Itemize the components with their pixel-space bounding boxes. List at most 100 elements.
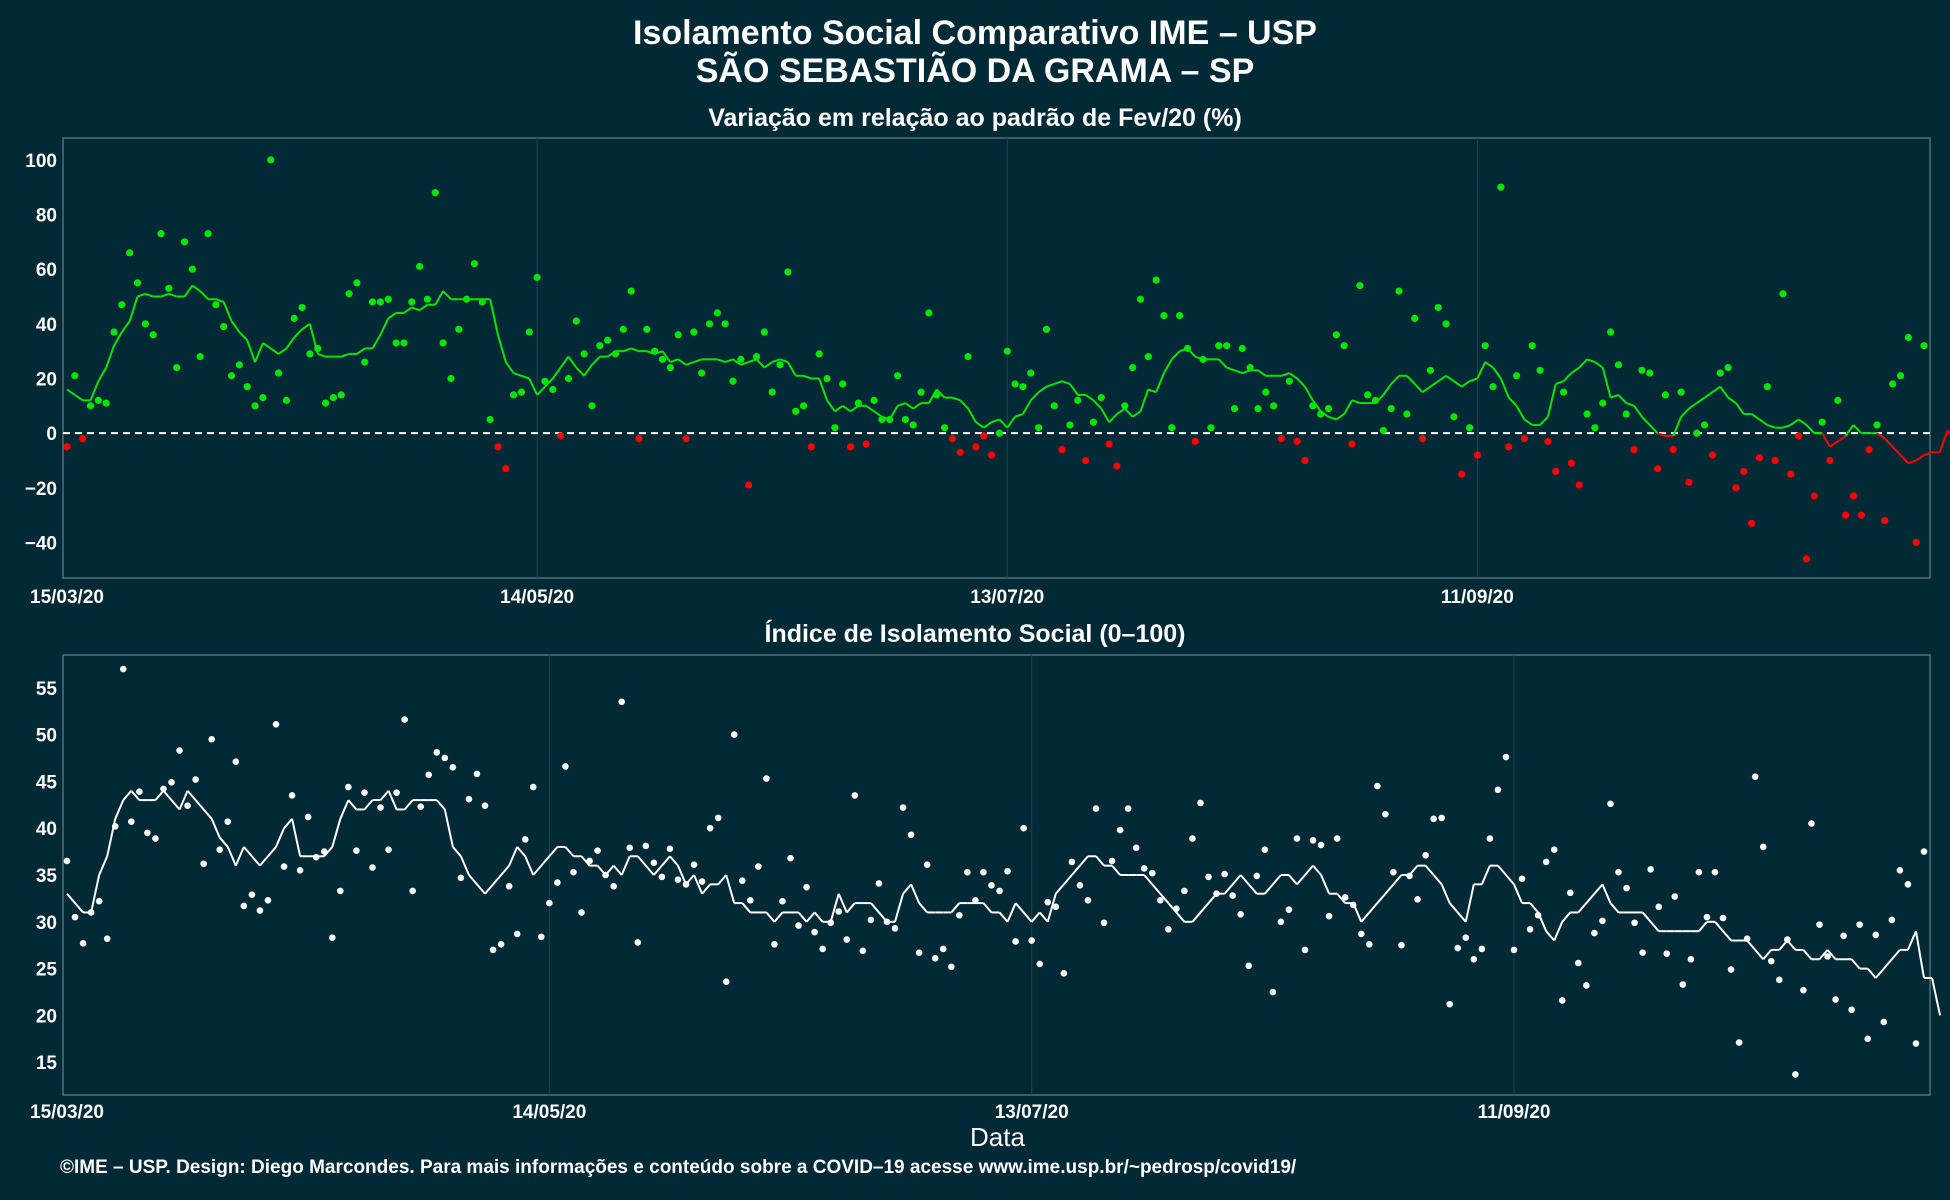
daily-point <box>1896 372 1905 380</box>
daily-point <box>1395 287 1403 295</box>
moving-average-segment <box>411 306 420 312</box>
moving-average-segment <box>1505 874 1515 886</box>
daily-point <box>1317 841 1325 849</box>
daily-point <box>1100 919 1108 927</box>
moving-average-segment <box>1577 902 1588 914</box>
moving-average-segment <box>669 855 679 867</box>
moving-average-segment <box>1014 902 1025 914</box>
daily-point <box>368 298 377 306</box>
daily-point <box>1207 424 1215 432</box>
moving-average-segment <box>1171 350 1181 361</box>
daily-point <box>666 845 674 853</box>
daily-point <box>634 939 642 946</box>
daily-point <box>1614 361 1623 369</box>
daily-point <box>1486 835 1494 842</box>
moving-average-segment <box>1696 396 1706 404</box>
panel-1-x-tick-label: 13/07/20 <box>970 587 1044 608</box>
daily-point <box>517 388 526 396</box>
daily-point <box>425 771 433 779</box>
moving-average-segment <box>1343 399 1353 415</box>
daily-point <box>1638 366 1646 374</box>
daily-point <box>486 415 494 424</box>
daily-point <box>1176 312 1184 320</box>
moving-average-segment <box>1296 874 1306 886</box>
moving-average-segment <box>755 358 766 369</box>
daily-point <box>1270 402 1278 410</box>
daily-point <box>1430 815 1437 823</box>
daily-point <box>737 355 745 363</box>
daily-point <box>204 230 212 238</box>
moving-average-segment <box>1633 405 1643 418</box>
moving-average-segment <box>805 911 816 923</box>
daily-point <box>627 287 635 295</box>
daily-point <box>192 776 199 783</box>
daily-point <box>557 432 565 440</box>
moving-average-segment <box>1609 902 1620 914</box>
daily-point <box>1366 940 1373 948</box>
daily-point <box>1253 872 1261 880</box>
moving-average-segment <box>959 399 969 410</box>
daily-point <box>1808 820 1815 827</box>
panel-2-y-tick-label: 55 <box>36 679 58 700</box>
daily-point <box>714 814 722 822</box>
daily-point <box>417 803 425 810</box>
daily-point <box>1834 396 1842 404</box>
daily-point <box>463 295 471 303</box>
daily-point <box>1181 887 1188 895</box>
daily-point <box>180 238 189 246</box>
daily-point <box>1152 276 1160 284</box>
daily-point <box>1438 814 1445 822</box>
moving-average-segment <box>1030 911 1041 923</box>
daily-point <box>682 435 690 443</box>
daily-point <box>1418 435 1427 443</box>
moving-average-segment <box>1746 939 1756 951</box>
moving-average-segment <box>1625 402 1635 407</box>
moving-average-segment <box>1061 380 1071 385</box>
moving-average-segment <box>66 893 76 904</box>
daily-point <box>635 435 643 443</box>
moving-average-segment <box>1476 361 1487 379</box>
daily-point <box>1261 846 1269 854</box>
moving-average-segment <box>1108 413 1118 423</box>
moving-average-segment <box>583 364 593 377</box>
moving-average-segment <box>1515 405 1526 420</box>
moving-average-segment <box>1698 921 1708 932</box>
daily-point <box>988 881 995 889</box>
daily-point <box>369 864 376 871</box>
daily-point <box>1512 372 1521 380</box>
daily-point <box>851 792 859 799</box>
daily-point <box>1630 445 1638 454</box>
moving-average-segment <box>452 846 462 857</box>
daily-point <box>232 758 240 766</box>
daily-point <box>1481 342 1489 350</box>
daily-point <box>752 353 761 361</box>
daily-point <box>1406 872 1413 880</box>
daily-point <box>1489 383 1497 391</box>
daily-point <box>457 874 465 882</box>
daily-point <box>722 978 730 986</box>
moving-average-segment <box>210 818 221 838</box>
daily-point <box>799 402 808 410</box>
daily-point <box>224 818 232 825</box>
moving-average-segment <box>443 809 454 848</box>
daily-point <box>1197 799 1204 807</box>
moving-average-segment <box>113 331 123 347</box>
daily-point <box>385 846 392 854</box>
moving-average-segment <box>1139 389 1150 412</box>
daily-point <box>1864 1035 1872 1043</box>
moving-average-segment <box>540 855 551 867</box>
daily-point <box>400 339 408 347</box>
moving-average-segment <box>1111 864 1121 876</box>
daily-point <box>1465 424 1474 432</box>
daily-point <box>980 868 987 876</box>
moving-average-segment <box>194 799 205 811</box>
moving-average-segment <box>1069 383 1079 396</box>
daily-point <box>220 322 228 331</box>
moving-average-segment <box>285 336 296 350</box>
daily-point <box>755 863 762 870</box>
moving-average-segment <box>66 388 76 396</box>
daily-point <box>1414 896 1421 903</box>
daily-point <box>1550 846 1558 854</box>
daily-point <box>1357 930 1365 938</box>
daily-point <box>602 871 609 879</box>
